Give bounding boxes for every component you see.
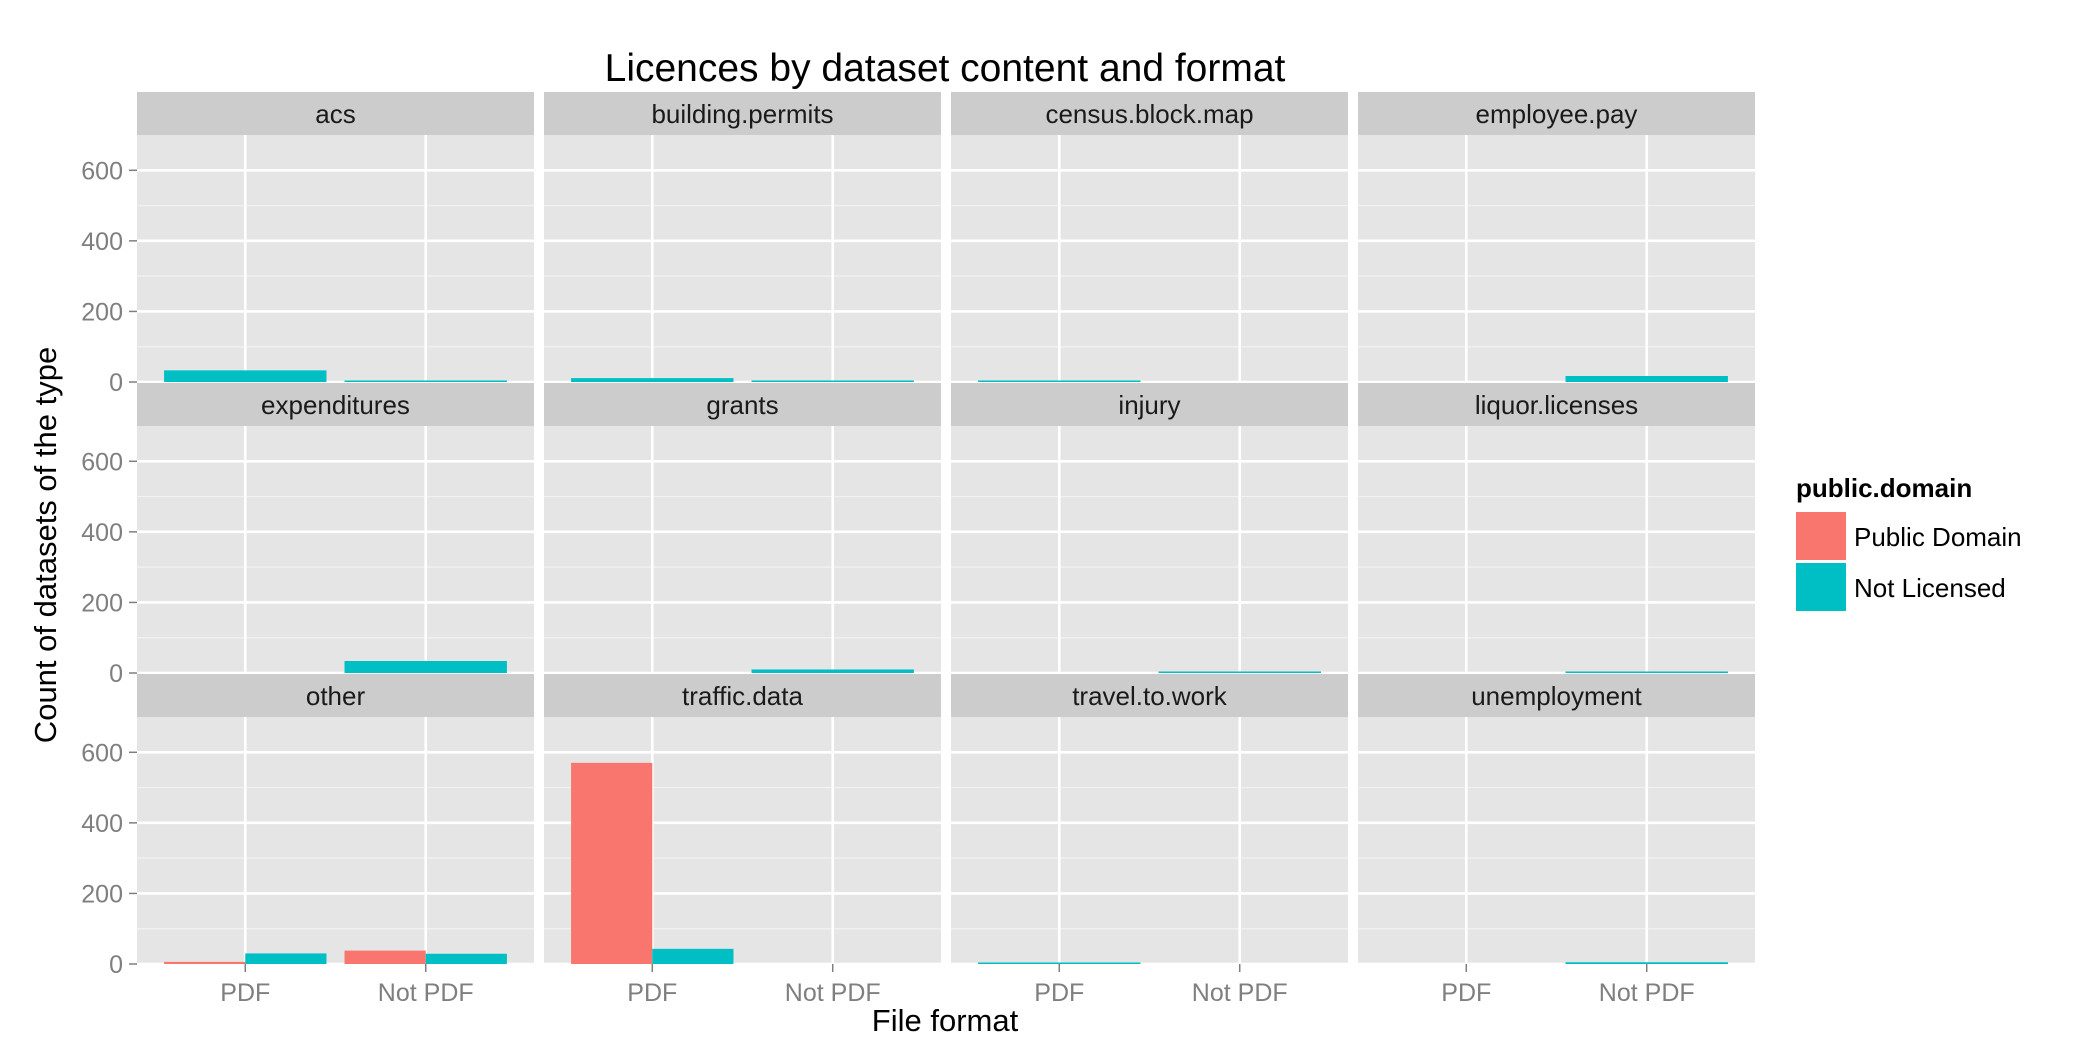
panel-background-acs xyxy=(137,135,534,382)
facet-label-building-permits: building.permits xyxy=(651,99,833,129)
y-tick-label: 600 xyxy=(81,739,123,767)
facet-unemployment: unemployment PDF Not PDF xyxy=(1358,674,1755,1007)
facet-strip-census-block-map xyxy=(951,92,1348,135)
bar-travel-to-work-pdf-not-licensed xyxy=(978,962,1141,964)
facet-liquor-licenses: liquor.licenses xyxy=(1358,383,1755,675)
y-tick-label: 400 xyxy=(81,228,123,256)
bar-expenditures-not-pdf-not-licensed xyxy=(344,661,507,673)
facet-label-unemployment: unemployment xyxy=(1471,681,1642,711)
facet-injury: injury xyxy=(951,383,1348,675)
bar-building-permits-not-pdf-not-licensed xyxy=(751,380,914,382)
legend: public.domain Public Domain Not Licensed xyxy=(1796,473,2022,611)
facet-strip-liquor-licenses xyxy=(1358,383,1755,426)
bar-other-pdf-public-domain xyxy=(164,961,246,964)
facet-strip-unemployment xyxy=(1358,674,1755,717)
facet-label-injury: injury xyxy=(1118,390,1180,420)
bar-acs-pdf-not-licensed xyxy=(164,370,327,382)
y-tick-label: 600 xyxy=(81,448,123,476)
y-tick-label: 600 xyxy=(81,157,123,185)
legend-title: public.domain xyxy=(1796,473,1972,503)
x-tick-label: PDF xyxy=(1034,979,1084,1007)
bar-census-block-map-pdf-not-licensed xyxy=(978,380,1141,382)
facet-label-employee-pay: employee.pay xyxy=(1476,99,1638,129)
bar-other-pdf-not-licensed xyxy=(245,953,327,964)
facet-building-permits: building.permits xyxy=(544,92,941,384)
y-tick-label: 0 xyxy=(109,369,123,397)
y-tick-label: 200 xyxy=(81,589,123,617)
panel-background-travel-to-work xyxy=(951,717,1348,964)
panel-background-unemployment xyxy=(1358,717,1755,964)
facet-label-traffic-data: traffic.data xyxy=(682,681,803,711)
facet-label-travel-to-work: travel.to.work xyxy=(1072,681,1228,711)
facet-traffic-data: traffic.data PDF Not PDF xyxy=(544,674,941,1007)
chart-title: Licences by dataset content and format xyxy=(605,47,1286,90)
bar-employee-pay-not-pdf-not-licensed xyxy=(1565,376,1728,382)
x-tick-label: Not PDF xyxy=(1192,979,1288,1007)
y-tick-label: 400 xyxy=(81,519,123,547)
facet-strip-expenditures xyxy=(137,383,534,426)
facet-strip-building-permits xyxy=(544,92,941,135)
y-tick-label: 400 xyxy=(81,810,123,838)
panel-background-census-block-map xyxy=(951,135,1348,382)
facet-strip-acs xyxy=(137,92,534,135)
x-tick-label: Not PDF xyxy=(378,979,474,1007)
y-tick-label: 0 xyxy=(109,951,123,979)
bar-traffic-data-pdf-public-domain xyxy=(571,762,653,964)
legend-label-public-domain: Public Domain xyxy=(1854,522,2022,552)
facet-census-block-map: census.block.map xyxy=(951,92,1348,384)
y-tick-label: 200 xyxy=(81,298,123,326)
facet-label-census-block-map: census.block.map xyxy=(1045,99,1253,129)
facet-label-acs: acs xyxy=(315,99,355,129)
panel-background-other xyxy=(137,717,534,964)
legend-key-not-licensed xyxy=(1796,563,1846,611)
x-tick-label: Not PDF xyxy=(785,979,881,1007)
panel-background-building-permits xyxy=(544,135,941,382)
bar-liquor-licenses-not-pdf-not-licensed xyxy=(1565,671,1728,673)
legend-label-not-licensed: Not Licensed xyxy=(1854,573,2006,603)
y-tick-label: 0 xyxy=(109,660,123,688)
facet-strip-traffic-data xyxy=(544,674,941,717)
facet-strip-employee-pay xyxy=(1358,92,1755,135)
y-tick-label: 200 xyxy=(81,880,123,908)
facet-label-expenditures: expenditures xyxy=(261,390,410,420)
bar-building-permits-pdf-not-licensed xyxy=(571,378,734,382)
facet-label-grants: grants xyxy=(706,390,778,420)
bar-unemployment-not-pdf-not-licensed xyxy=(1565,962,1728,964)
bar-injury-not-pdf-not-licensed xyxy=(1158,671,1321,673)
facet-acs: acs 0 200 400 600 xyxy=(81,92,534,397)
facet-strip-grants xyxy=(544,383,941,426)
x-tick-label: Not PDF xyxy=(1599,979,1695,1007)
panel-background-liquor-licenses xyxy=(1358,426,1755,673)
facet-other: other 0 200 400 600 PDF Not PDF xyxy=(81,674,534,1007)
x-axis-title: File format xyxy=(872,1003,1019,1038)
facet-employee-pay: employee.pay xyxy=(1358,92,1755,384)
facet-strip-travel-to-work xyxy=(951,674,1348,717)
panel-background-grants xyxy=(544,426,941,673)
facet-travel-to-work: travel.to.work PDF Not PDF xyxy=(951,674,1348,1007)
panel-background-employee-pay xyxy=(1358,135,1755,382)
facet-expenditures: expenditures 0 200 400 600 xyxy=(81,383,534,688)
facet-panels: acs 0 200 400 600 building.permits census.bloc… xyxy=(81,92,1755,1007)
panel-background-expenditures xyxy=(137,426,534,673)
x-tick-label: PDF xyxy=(1441,979,1491,1007)
x-tick-label: PDF xyxy=(627,979,677,1007)
facet-strip-injury xyxy=(951,383,1348,426)
bar-grants-not-pdf-not-licensed xyxy=(751,669,914,673)
panel-background-injury xyxy=(951,426,1348,673)
facet-label-liquor-licenses: liquor.licenses xyxy=(1475,390,1638,420)
bar-traffic-data-pdf-not-licensed xyxy=(652,948,734,964)
bar-other-not-pdf-public-domain xyxy=(344,950,426,964)
facet-grants: grants xyxy=(544,383,941,675)
bar-acs-not-pdf-not-licensed xyxy=(344,380,507,382)
facet-strip-other xyxy=(137,674,534,717)
x-tick-label: PDF xyxy=(220,979,270,1007)
facet-label-other: other xyxy=(306,681,366,711)
bar-other-not-pdf-not-licensed xyxy=(425,953,507,964)
y-axis-title: Count of datasets of the type xyxy=(28,347,63,743)
legend-key-public-domain xyxy=(1796,512,1846,560)
